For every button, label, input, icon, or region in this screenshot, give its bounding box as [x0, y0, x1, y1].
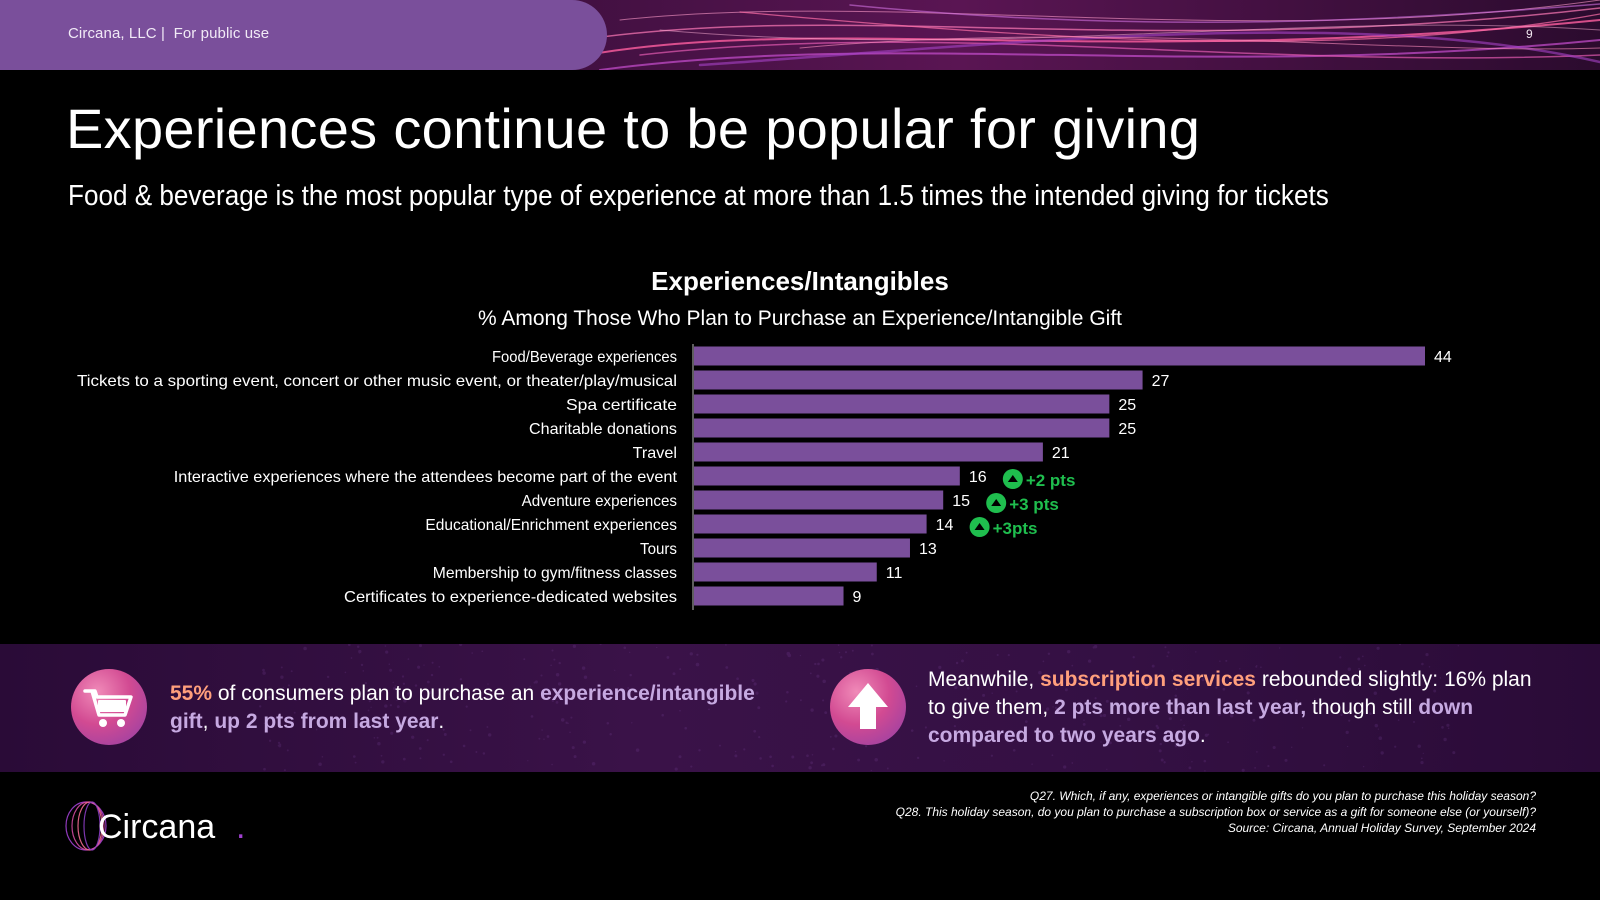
category-label: Interactive experiences where the attend…	[174, 469, 678, 486]
bar	[694, 538, 910, 558]
bar-chart: Food/Beverage experiences 44 Tickets to a …	[0, 340, 1600, 630]
category-label: Adventure experiences	[522, 493, 677, 510]
bar-value-label: 13	[919, 541, 937, 558]
category-label: Tickets to a sporting event, concert or …	[77, 373, 677, 390]
header-band: Circana, LLC | For public use 9	[0, 0, 1600, 70]
callout-left-text2: ,	[202, 710, 215, 733]
arrow-up-icon	[830, 669, 906, 745]
bar	[694, 394, 1110, 414]
increase-annotation-text: +2 pts	[1026, 471, 1076, 490]
bar-value-label: 27	[1152, 373, 1170, 390]
category-label: Tours	[640, 541, 677, 558]
bar-value-label: 11	[886, 565, 903, 582]
footer-note-q27: Q27. Which, if any, experiences or intan…	[1029, 789, 1536, 803]
category-label: Certificates to experience-dedicated web…	[344, 589, 677, 606]
bar-chart-svg: Food/Beverage experiences 44 Tickets to a …	[77, 344, 1452, 610]
callout-left-highlight1: experience/intangible gift	[170, 682, 755, 733]
increase-annotation: +2 pts	[1002, 469, 1076, 490]
footer-notes: Q27. Which, if any, experiences or intan…	[896, 788, 1536, 836]
bar-value-label: 14	[936, 517, 954, 534]
header-light-streaks	[559, 0, 1600, 70]
bar	[694, 514, 927, 534]
bar	[694, 562, 877, 582]
bar-value-label: 9	[853, 589, 862, 606]
callout-left-text: 55% of consumers plan to purchase an exp…	[170, 680, 770, 736]
bar-value-label: 21	[1052, 445, 1070, 462]
chart-title: Experiences/Intangibles	[651, 266, 949, 296]
category-label: Travel	[633, 445, 677, 462]
callout-left-text3: .	[438, 710, 445, 733]
bar-value-label: 16	[969, 469, 987, 486]
triangle-up-icon	[974, 523, 985, 530]
callout-right-text3: though still	[1306, 696, 1419, 719]
company-name: Circana, LLC |	[68, 25, 166, 42]
bar-value-label: 25	[1118, 421, 1136, 438]
increase-annotation-text: +3pts	[993, 519, 1038, 538]
category-label: Food/Beverage experiences	[492, 349, 677, 366]
category-label: Charitable donations	[529, 421, 677, 438]
footer-note-q28: Q28. This holiday season, do you plan to…	[895, 805, 1536, 819]
bar-value-label: 25	[1118, 397, 1136, 414]
callout-right-text1: Meanwhile,	[928, 668, 1041, 691]
page-subtitle: Food & beverage is the most popular type…	[68, 180, 1329, 212]
increase-annotation-text: +3 pts	[1009, 495, 1059, 514]
usage-label: For public use	[173, 25, 270, 42]
callout-right-highlight3: down compared to two years ago	[928, 696, 1474, 747]
callout-right-text2: rebounded slightly: 16% plan to give the…	[928, 668, 1532, 719]
category-label: Membership to gym/fitness classes	[433, 565, 677, 582]
bar	[694, 442, 1043, 462]
shopping-cart-icon	[71, 669, 147, 745]
increase-annotation: +3 pts	[986, 493, 1059, 514]
category-label: Educational/Enrichment experiences	[425, 517, 677, 534]
callout-left-percent: 55%	[170, 682, 213, 705]
header-caption: Circana, LLC | For public use	[68, 25, 269, 42]
bar	[694, 418, 1110, 438]
footer-note-source: Source: Circana, Annual Holiday Survey, …	[1227, 821, 1536, 835]
bar	[694, 370, 1143, 390]
bar	[694, 586, 844, 606]
bar	[694, 466, 960, 486]
category-label: Spa certificate	[566, 397, 677, 414]
circana-logo: Circana .	[64, 798, 264, 854]
bar	[694, 346, 1425, 366]
logo-dot: .	[236, 808, 245, 846]
header-pill	[0, 0, 607, 70]
page-title: Experiences continue to be popular for g…	[66, 97, 1201, 160]
callout-background-texture	[259, 644, 1459, 772]
callout-left-text1: of consumers plan to purchase an	[212, 682, 541, 705]
callout-right-highlight1: subscription services	[1040, 668, 1256, 691]
chart-subtitle: % Among Those Who Plan to Purchase an Ex…	[478, 307, 1122, 330]
callout-right-highlight2: 2 pts more than last year,	[1054, 696, 1307, 719]
page-number: 9	[1526, 27, 1533, 41]
increase-annotation: +3pts	[969, 517, 1038, 538]
callout-band: 55% of consumers plan to purchase an exp…	[0, 644, 1600, 772]
triangle-up-icon	[991, 499, 1002, 506]
callout-right-text4: .	[1199, 724, 1206, 747]
bar-value-label: 44	[1434, 349, 1452, 366]
bar-value-label: 15	[952, 493, 970, 510]
triangle-up-icon	[1007, 475, 1018, 482]
logo-wordmark: Circana	[98, 808, 215, 846]
bar	[694, 490, 944, 510]
callout-right-text: Meanwhile, subscription services rebound…	[928, 666, 1538, 750]
callout-left-highlight2: up 2 pts from last year	[214, 710, 439, 733]
